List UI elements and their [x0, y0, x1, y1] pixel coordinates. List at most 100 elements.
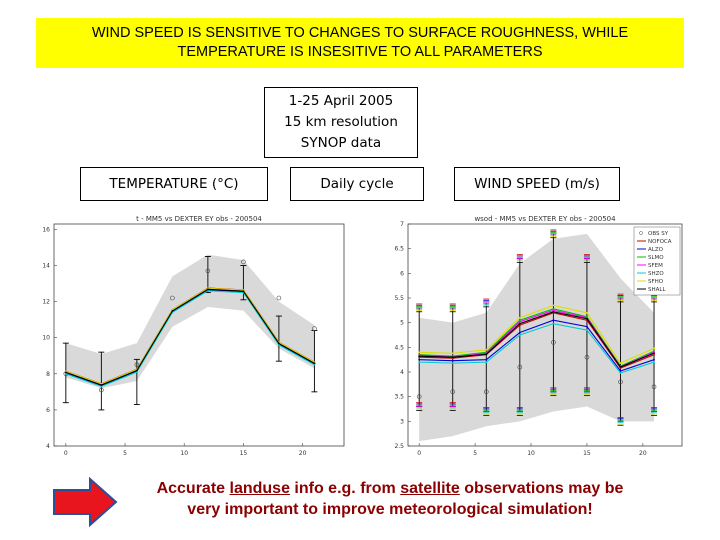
- series-point: [171, 310, 174, 312]
- series-point: [653, 361, 655, 364]
- title-line-1: WIND SPEED IS SENSITIVE TO CHANGES TO SU…: [91, 25, 629, 41]
- obs-point: [584, 354, 590, 360]
- series-point: [552, 322, 555, 325]
- y-tick-label: 6: [400, 270, 404, 277]
- legend-label: SLMO: [648, 255, 664, 261]
- series-point: [619, 372, 622, 374]
- x-tick-label: 0: [64, 450, 68, 457]
- y-tick-label: 7: [400, 221, 404, 228]
- series-point: [277, 344, 280, 346]
- info-box: 1-25 April 2005 15 km resolution SYNOP d…: [264, 87, 418, 158]
- wind-speed-label: WIND SPEED (m/s): [454, 167, 620, 201]
- temperature-label: TEMPERATURE (°C): [80, 167, 268, 201]
- series-point: [277, 342, 280, 345]
- legend-label: SHZO: [648, 271, 664, 277]
- series-point: [518, 320, 521, 323]
- temperature-chart: t - MM5 vs DEXTER EY obs - 200504 4 6 8 10 12…: [42, 215, 345, 457]
- obs-point: [241, 259, 246, 265]
- legend-label: SFEM: [648, 263, 663, 269]
- legend-label: ALZO: [648, 247, 664, 253]
- footer-text-c: observations may be: [459, 480, 624, 497]
- spread-band: [65, 254, 315, 389]
- series-point: [418, 361, 421, 364]
- series-point: [418, 358, 421, 361]
- series-point: [518, 331, 521, 334]
- series-point: [518, 334, 521, 336]
- y-tick-label: 3.5: [394, 394, 404, 401]
- series-line-sfho: [65, 287, 315, 385]
- footer-text-a: Accurate: [156, 480, 230, 497]
- footer-line-1: Accurate landuse info e.g. from satellit…: [120, 478, 660, 499]
- series-point: [653, 353, 655, 356]
- y-tick-label: 4.5: [394, 344, 404, 351]
- series-point: [518, 316, 521, 319]
- series-point: [586, 317, 588, 320]
- x-tick-label: 0: [417, 450, 421, 457]
- info-resolution: 15 km resolution: [284, 114, 398, 130]
- obs-point: [416, 394, 422, 399]
- series-point: [619, 366, 622, 368]
- legend-label: OBS SY: [648, 231, 669, 237]
- legend-label: SHALL: [648, 287, 666, 293]
- obs-point: [63, 371, 69, 377]
- series-point: [552, 304, 555, 307]
- series-point: [518, 322, 521, 325]
- y-tick-label: 3: [400, 418, 404, 425]
- y-tick-label: 12: [42, 299, 50, 306]
- series-point: [653, 352, 655, 355]
- series-line-shall: [65, 288, 315, 386]
- obs-point: [276, 295, 282, 301]
- series-point: [206, 288, 209, 291]
- plot-frame: [53, 223, 345, 447]
- x-tick-label: 15: [240, 450, 248, 457]
- obs-point: [551, 340, 556, 345]
- series-point: [135, 369, 138, 372]
- footer-message: Accurate landuse info e.g. from satellit…: [120, 478, 660, 520]
- chart-title: wsod - MM5 vs DEXTER EY obs - 200504: [474, 215, 616, 223]
- footer-landuse: landuse: [229, 480, 290, 497]
- series-point: [451, 356, 454, 359]
- series-line-slmo: [419, 308, 655, 367]
- series-line-nofoca: [419, 312, 655, 369]
- daily-cycle-label: Daily cycle: [290, 167, 424, 201]
- series-point: [586, 329, 588, 331]
- series-point: [485, 361, 488, 364]
- legend-marker: [639, 231, 643, 235]
- series-point: [100, 384, 103, 386]
- footer-satellite: satellite: [400, 480, 460, 497]
- x-tick-label: 5: [473, 450, 477, 457]
- series-point: [619, 370, 622, 372]
- series-point: [485, 353, 488, 356]
- legend-box: [633, 226, 681, 296]
- obs-point: [312, 326, 317, 331]
- series-point: [586, 325, 588, 328]
- x-tick-label: 15: [583, 450, 591, 457]
- series-point: [64, 372, 67, 375]
- series-point: [586, 311, 588, 314]
- series-point: [451, 359, 454, 362]
- footer-line-2: very important to improve meteorological…: [187, 501, 593, 518]
- spread-band: [419, 233, 655, 442]
- arrow-right-icon: [53, 476, 118, 528]
- chart-title: t - MM5 vs DEXTER EY obs - 200504: [136, 215, 262, 223]
- obs-point: [483, 389, 489, 395]
- series-point: [451, 352, 454, 355]
- footer-text-b: info e.g. from: [289, 480, 401, 497]
- y-tick-label: 10: [42, 335, 50, 342]
- series-point: [552, 309, 555, 312]
- series-point: [100, 385, 103, 388]
- series-line-shall: [419, 311, 655, 368]
- series-point: [418, 355, 421, 358]
- series-point: [653, 358, 655, 361]
- series-point: [135, 371, 138, 373]
- y-tick-label: 6: [46, 407, 50, 414]
- series-point: [313, 363, 316, 366]
- series-point: [552, 310, 555, 313]
- plot-frame: [407, 223, 683, 447]
- title-banner: WIND SPEED IS SENSITIVE TO CHANGES TO SU…: [36, 18, 684, 68]
- series-point: [518, 319, 521, 322]
- obs-point: [651, 384, 657, 390]
- legend-label: SFHO: [648, 279, 664, 285]
- series-point: [485, 358, 488, 361]
- series-line-alzo: [419, 319, 655, 372]
